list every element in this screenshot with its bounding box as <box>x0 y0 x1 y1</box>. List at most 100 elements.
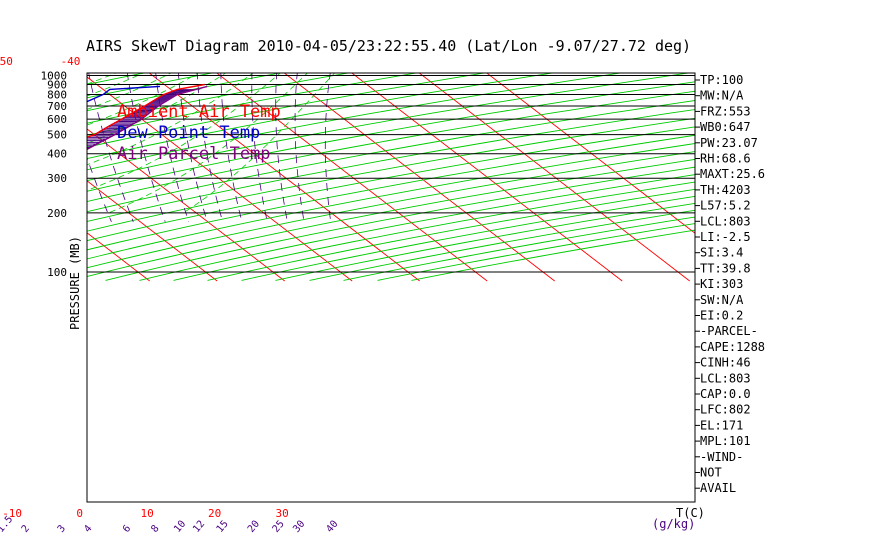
index-label: KI:303 <box>700 277 743 291</box>
ambient-air-temp-line <box>87 83 205 138</box>
mixing-ratio-line <box>196 73 224 222</box>
bottom-temp-tick-label: 10 <box>141 507 154 520</box>
index-label: TH:4203 <box>700 183 751 197</box>
bottom-temp-tick-label: 20 <box>208 507 221 520</box>
profile-lines <box>87 83 208 151</box>
mixing-ratio-line <box>251 73 268 222</box>
dry-adiabat-line <box>377 223 695 281</box>
legend-air-parcel-temp: Air Parcel Temp <box>117 144 271 164</box>
top-temp-tick-label: -40 <box>61 55 81 68</box>
index-label: CAP:0.0 <box>700 387 751 401</box>
mixing-ratio-tick-label: 6 <box>121 523 133 535</box>
mixing-ratio-line <box>220 73 243 222</box>
index-label: -PARCEL- <box>700 324 758 338</box>
pressure-tick-label: 600 <box>47 113 67 126</box>
dry-adiabat-line <box>343 216 695 281</box>
legend-ambient-air-temp: Ambient Air Temp <box>117 102 281 122</box>
top-temperature-axis: -120-110-100-90-80-70-60-50-40 <box>0 55 80 68</box>
mixing-ratio-tick-label: 30 <box>291 519 307 535</box>
mixing-ratio-line <box>0 71 33 222</box>
mixing-ratio-tick-label: 4 <box>82 523 94 535</box>
dry-adiabat-line <box>87 143 695 260</box>
index-label: L57:5.2 <box>700 199 751 213</box>
plot-frame <box>86 72 696 503</box>
dry-adiabat-line <box>87 109 695 222</box>
dry-adiabat-line <box>87 117 695 232</box>
moist-adiabat-line <box>87 73 145 97</box>
index-label: SI:3.4 <box>700 246 743 260</box>
dry-adiabat-line <box>411 229 695 281</box>
pressure-tick-label: 800 <box>47 89 67 102</box>
mixing-ratio-tick-label: 15 <box>215 519 231 535</box>
mixing-ratio-line <box>324 73 332 222</box>
index-label: LCL:803 <box>700 371 751 385</box>
index-label: WB0:647 <box>700 120 751 134</box>
moist-adiabat-line <box>87 73 118 85</box>
mixing-ratio-tick-label: 12 <box>191 519 207 535</box>
index-label: FRZ:553 <box>700 104 751 118</box>
index-label: CAPE:1288 <box>700 340 765 354</box>
dry-adiabat-line <box>87 73 556 160</box>
mixing-ratio-line <box>275 73 288 222</box>
isotherm-line <box>87 128 285 282</box>
pressure-tick-label: 300 <box>47 172 67 185</box>
index-label: RH:68.6 <box>700 152 751 166</box>
mixing-ratio-line <box>155 73 189 222</box>
mixing-ratio-tick-label: 25 <box>271 519 287 535</box>
isotherm-line <box>283 73 555 282</box>
dry-adiabat-line <box>87 151 695 269</box>
dry-adiabat-line <box>173 181 695 281</box>
top-temp-tick-label: -50 <box>0 55 13 68</box>
moist-adiabat-line <box>87 73 227 144</box>
bottom-temp-tick-label: -10 <box>2 507 22 520</box>
dew-point-temp-line <box>87 85 161 103</box>
dry-adiabat-line <box>309 209 695 281</box>
index-label: TT:39.8 <box>700 261 751 275</box>
temperature-unit-label: T(C) <box>676 506 705 520</box>
pressure-tick-label: 100 <box>47 266 67 279</box>
legend-dew-point-temp: Dew Point Temp <box>117 123 260 143</box>
dry-adiabat-line <box>87 158 695 277</box>
moist-adiabat-line <box>87 73 281 191</box>
pressure-tick-label: 500 <box>47 129 67 142</box>
index-label: AVAIL <box>700 481 736 495</box>
index-label: NOT <box>700 466 722 480</box>
dry-adiabat-line <box>87 126 695 242</box>
pressure-tick-label: 700 <box>47 100 67 113</box>
index-label: LI:-2.5 <box>700 230 751 244</box>
y-axis-label: PRESSURE (MB) <box>68 236 82 330</box>
dry-adiabat-line <box>207 188 695 281</box>
dry-adiabat-line <box>87 81 695 192</box>
mixing-ratio-line <box>88 73 134 222</box>
air-parcel-temp-line <box>87 85 208 151</box>
dry-adiabat-line <box>0 71 16 280</box>
index-label: EL:171 <box>700 418 743 432</box>
moist-adiabat-line <box>87 73 254 166</box>
index-label: MAXT:25.6 <box>700 167 765 181</box>
index-label: LFC:802 <box>700 403 751 417</box>
index-label: TP:100 <box>700 73 743 87</box>
dry-adiabat-line <box>105 166 695 281</box>
pressure-tick-label: 900 <box>47 78 67 91</box>
mixing-ratio-unit-label: (g/kg) <box>652 517 695 531</box>
index-label: CINH:46 <box>700 356 751 370</box>
index-label: -WIND- <box>700 450 743 464</box>
mixing-ratio-tick-label: 10 <box>172 519 188 535</box>
index-label: SW:N/A <box>700 293 744 307</box>
moist-adiabat-line <box>108 73 309 214</box>
dry-adiabat-line <box>139 174 695 281</box>
mixing-ratio-tick-label: 2 <box>20 523 32 535</box>
mixing-ratio-tick-label: 8 <box>149 523 161 535</box>
mixing-ratio-line <box>87 156 112 222</box>
index-label: MW:N/A <box>700 89 744 103</box>
mixing-ratio-line <box>126 73 166 222</box>
index-label: PW:23.07 <box>700 136 758 150</box>
bottom-temp-tick-label: 0 <box>76 507 83 520</box>
moist-adiabat-line <box>0 71 12 213</box>
grid-lines <box>0 71 695 282</box>
dry-adiabat-line <box>241 195 695 281</box>
